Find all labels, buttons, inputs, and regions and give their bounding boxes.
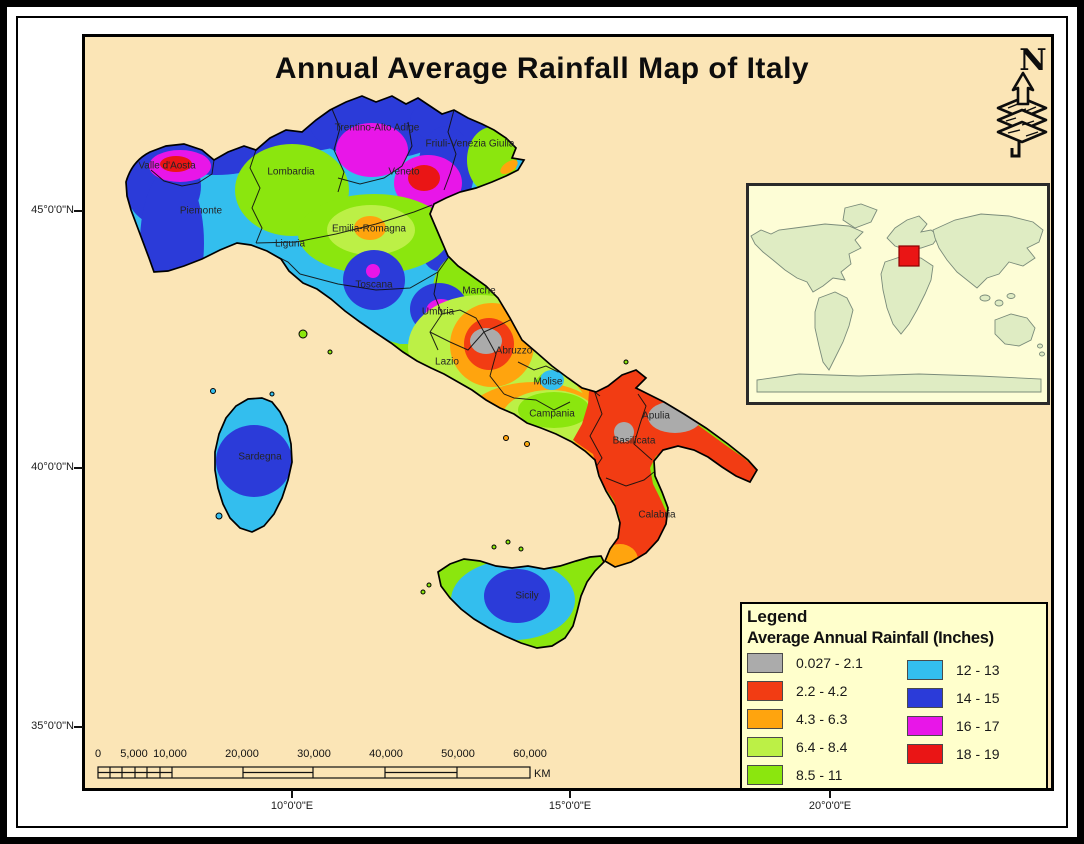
lat-tick xyxy=(74,467,83,469)
legend-swatch xyxy=(747,681,783,701)
italy-locator-box xyxy=(898,245,920,267)
north-arrow: N xyxy=(996,43,1048,158)
lat-tick xyxy=(74,210,83,212)
legend-column-right: 12 - 13 14 - 15 16 - 17 18 - 19 xyxy=(907,649,1000,789)
scale-tick-20000: 20,000 xyxy=(225,748,259,760)
scale-tick-0: 0 xyxy=(94,748,102,760)
legend-range-label: 12 - 13 xyxy=(956,662,1000,678)
legend-subtitle: Average Annual Rainfall (Inches) xyxy=(747,629,994,647)
lat-tick xyxy=(74,726,83,728)
legend-swatch xyxy=(907,688,943,708)
arrow-map-scribbles xyxy=(1005,103,1039,137)
legend-swatch xyxy=(907,744,943,764)
legend-range-label: 14 - 15 xyxy=(956,690,1000,706)
legend-item-6-4-8-4: 6.4 - 8.4 xyxy=(747,733,907,761)
legend-range-label: 4.3 - 6.3 xyxy=(796,711,848,727)
scale-bar xyxy=(97,766,531,779)
legend-item-16-17: 16 - 17 xyxy=(907,712,1000,740)
scale-tick-40000: 40,000 xyxy=(369,748,403,760)
lon-label-15-0-0-e: 15°0'0"E xyxy=(548,800,592,812)
lat-label-45-0-0-n: 45°0'0"N xyxy=(31,204,74,216)
legend-swatch xyxy=(907,660,943,680)
legend-swatch xyxy=(747,709,783,729)
lon-tick xyxy=(569,790,571,798)
lon-label-20-0-0-e: 20°0'0"E xyxy=(808,800,852,812)
legend-item-2-2-4-2: 2.2 - 4.2 xyxy=(747,677,907,705)
legend-range-label: 16 - 17 xyxy=(956,718,1000,734)
lon-tick xyxy=(829,790,831,798)
legend-swatch xyxy=(747,653,783,673)
world-map xyxy=(750,203,1045,393)
legend-swatch xyxy=(747,765,783,785)
scale-tick-30000: 30,000 xyxy=(297,748,331,760)
scale-bar-unit: KM xyxy=(534,768,551,780)
legend-item-18-19: 18 - 19 xyxy=(907,740,1000,768)
world-locator-inset xyxy=(746,183,1050,405)
legend-range-label: 6.4 - 8.4 xyxy=(796,739,848,755)
legend-swatch xyxy=(747,737,783,757)
lat-label-35-0-0-n: 35°0'0"N xyxy=(31,720,74,732)
legend-column-left: 0.027 - 2.1 2.2 - 4.2 4.3 - 6.3 6.4 - 8.4 8.… xyxy=(747,649,907,789)
legend-swatch xyxy=(907,716,943,736)
legend-range-label: 8.5 - 11 xyxy=(796,767,843,783)
legend-item-12-13: 12 - 13 xyxy=(907,656,1000,684)
legend-range-label: 2.2 - 4.2 xyxy=(796,683,848,699)
legend-item-8-5-11: 8.5 - 11 xyxy=(747,761,907,789)
scale-tick-50000: 50,000 xyxy=(441,748,475,760)
legend-item-4-3-6-3: 4.3 - 6.3 xyxy=(747,705,907,733)
legend-range-label: 18 - 19 xyxy=(956,746,1000,762)
legend-item-0-027-2-1: 0.027 - 2.1 xyxy=(747,649,907,677)
lon-tick xyxy=(291,790,293,798)
legend-title: Legend xyxy=(747,607,808,626)
lat-label-40-0-0-n: 40°0'0"N xyxy=(31,461,74,473)
lon-label-10-0-0-e: 10°0'0"E xyxy=(270,800,314,812)
legend-item-14-15: 14 - 15 xyxy=(907,684,1000,712)
map-title: Annual Average Rainfall Map of Italy xyxy=(274,52,810,85)
legend: Legend Average Annual Rainfall (Inches) … xyxy=(740,602,1048,790)
scale-tick-5000: 5,000 xyxy=(120,748,148,760)
scale-tick-60000: 60,000 xyxy=(513,748,547,760)
legend-range-label: 0.027 - 2.1 xyxy=(796,655,863,671)
scale-tick-10000: 10,000 xyxy=(153,748,187,760)
